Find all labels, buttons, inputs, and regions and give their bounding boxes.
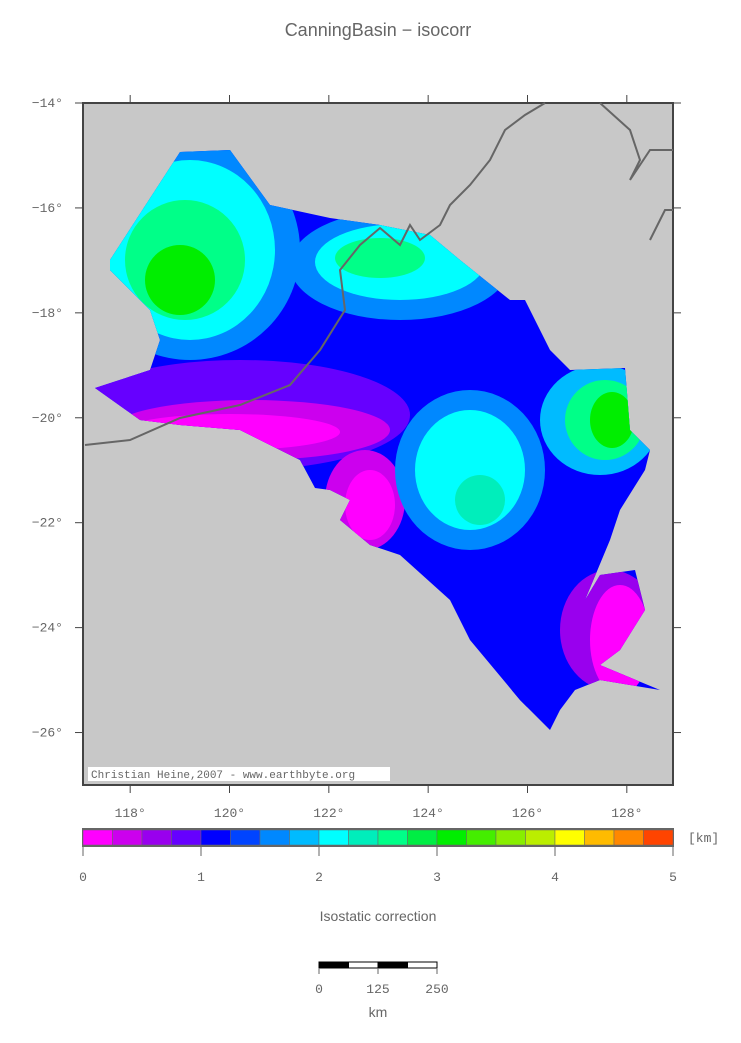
scale-segment — [407, 961, 438, 969]
colorbar-swatch — [466, 829, 497, 846]
colorbar-swatch — [643, 829, 674, 846]
colorbar-tick-label: 1 — [197, 870, 205, 885]
colorbar-swatch — [554, 829, 585, 846]
colorbar-tick-label: 0 — [79, 870, 87, 885]
colorbar-swatch — [112, 829, 143, 846]
x-tick-label: 118° — [115, 806, 146, 821]
scale-segment — [348, 961, 379, 969]
y-tick-label: −26° — [32, 726, 63, 741]
colorbar-swatch — [289, 829, 320, 846]
y-tick-label: −24° — [32, 621, 63, 636]
x-tick-label: 122° — [313, 806, 344, 821]
y-tick-label: −20° — [32, 411, 63, 426]
colorbar-swatch — [318, 829, 349, 846]
colorbar-swatch — [82, 829, 113, 846]
scale-segment — [318, 961, 349, 969]
scale-tick-label: 250 — [425, 982, 448, 997]
colorbar-swatch — [141, 829, 172, 846]
coastline — [84, 102, 673, 446]
colorbar-swatch — [584, 829, 615, 846]
colorbar-swatch — [407, 829, 438, 846]
scale-tick-label: 125 — [366, 982, 389, 997]
scale-tick-label: 0 — [315, 982, 323, 997]
y-tick-label: −22° — [32, 516, 63, 531]
y-tick-label: −14° — [32, 96, 63, 111]
credit-box — [88, 767, 390, 781]
y-tick-label: −16° — [32, 201, 63, 216]
x-tick-label: 124° — [413, 806, 444, 821]
scale-unit: km — [369, 1004, 388, 1020]
colorbar-swatch — [613, 829, 644, 846]
colorbar-tick-label: 5 — [669, 870, 677, 885]
x-tick-label: 128° — [611, 806, 642, 821]
colorbar-swatch — [230, 829, 261, 846]
colorbar-swatch — [171, 829, 202, 846]
x-tick-label: 120° — [214, 806, 245, 821]
colorbar-tick-label: 4 — [551, 870, 559, 885]
colorbar-swatch — [348, 829, 379, 846]
colorbar-swatch — [377, 829, 408, 846]
colorbar-swatch — [436, 829, 467, 846]
y-tick-label: −18° — [32, 306, 63, 321]
scale-segment — [377, 961, 408, 969]
colorbar-swatch — [200, 829, 231, 846]
colorbar-label: Isostatic correction — [320, 908, 437, 924]
colorbar-tick-label: 3 — [433, 870, 441, 885]
colorbar-swatch — [525, 829, 556, 846]
credit: Christian Heine,2007 - www.earthbyte.org — [91, 770, 355, 782]
colorbar-tick-label: 2 — [315, 870, 323, 885]
colorbar-swatch — [259, 829, 290, 846]
colorbar-unit: [km] — [688, 831, 719, 846]
x-tick-label: 126° — [512, 806, 543, 821]
colorbar-swatch — [495, 829, 526, 846]
map-title: CanningBasin − isocorr — [285, 20, 472, 40]
